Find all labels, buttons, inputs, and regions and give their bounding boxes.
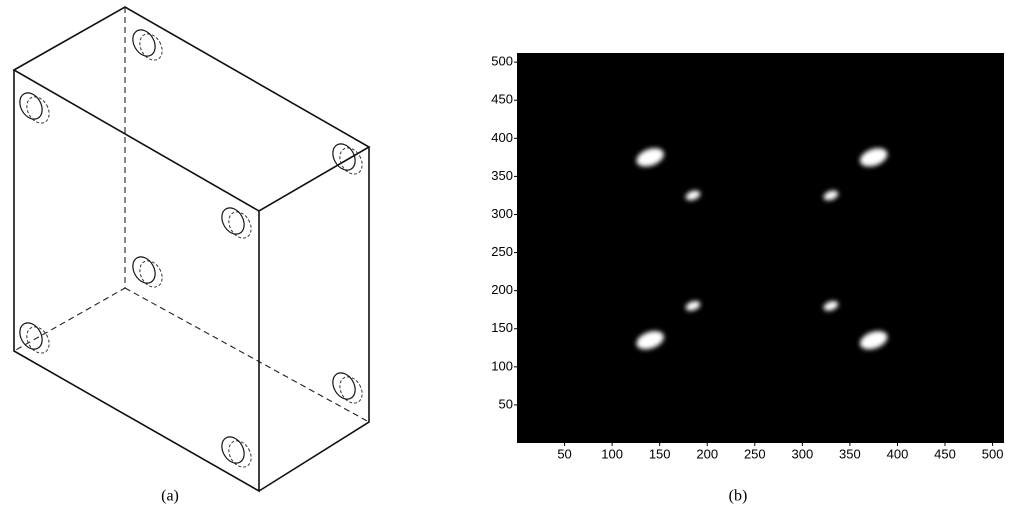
y-tick-label: 450 bbox=[491, 92, 513, 107]
cylinder-front bbox=[328, 369, 359, 403]
box-front bbox=[14, 70, 259, 491]
hidden-edge bbox=[125, 288, 369, 422]
x-tick-label: 400 bbox=[887, 446, 909, 461]
cylinders bbox=[15, 26, 366, 471]
cylinder-front bbox=[15, 89, 46, 123]
y-tick-label: 50 bbox=[499, 396, 513, 411]
x-tick-label: 250 bbox=[744, 446, 766, 461]
caption: (a) bbox=[161, 488, 179, 505]
cylinder-front bbox=[128, 26, 159, 60]
y-tick-label: 250 bbox=[491, 244, 513, 259]
x-tick-label: 50 bbox=[557, 446, 571, 461]
y-tick-label: 100 bbox=[491, 358, 513, 373]
cylinder-front bbox=[128, 253, 159, 287]
y-tick-label: 300 bbox=[491, 206, 513, 221]
x-tick-label: 100 bbox=[601, 446, 623, 461]
x-tick-label: 200 bbox=[696, 446, 718, 461]
cylinder-front bbox=[217, 433, 248, 467]
x-tick-label: 450 bbox=[934, 446, 956, 461]
plot-background bbox=[517, 53, 1004, 443]
box-side bbox=[259, 147, 369, 491]
y-tick-label: 200 bbox=[491, 282, 513, 297]
x-tick-label: 300 bbox=[792, 446, 814, 461]
cylinder-front bbox=[217, 204, 248, 238]
x-tick-label: 150 bbox=[649, 446, 671, 461]
x-tick-label: 350 bbox=[839, 446, 861, 461]
figure: (a) (b) 50 100 150 200 250 300 350 400 450 500 50 1… bbox=[0, 0, 1011, 514]
box-diagram bbox=[14, 7, 369, 491]
y-tick-label: 350 bbox=[491, 168, 513, 183]
y-tick-label: 150 bbox=[491, 320, 513, 335]
x-tick-label: 500 bbox=[982, 446, 1004, 461]
cylinder-front bbox=[328, 140, 359, 174]
y-tick-label: 500 bbox=[491, 54, 513, 69]
hidden-edge bbox=[14, 7, 125, 351]
caption: (b) bbox=[729, 488, 748, 505]
box-top bbox=[14, 7, 369, 211]
y-tick-label: 400 bbox=[491, 130, 513, 145]
